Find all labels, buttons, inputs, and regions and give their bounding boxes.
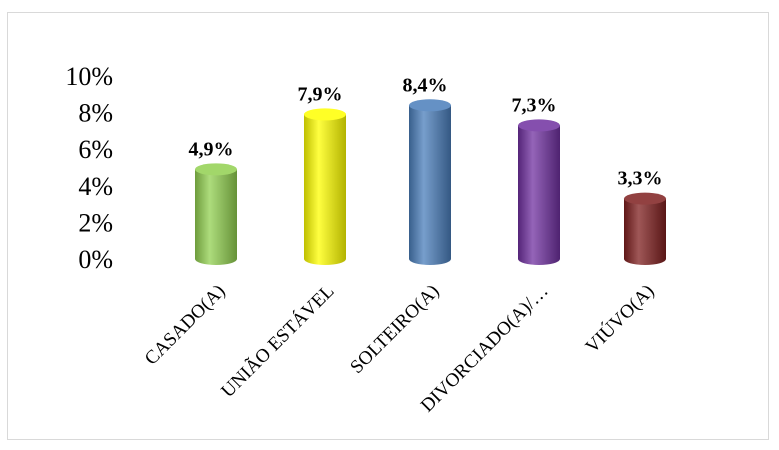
bar-1: 4,9%	[189, 138, 237, 265]
y-tick-label: 10%	[65, 62, 113, 91]
y-axis: 0% 2% 4% 6% 8% 10%	[65, 62, 113, 274]
bar-body	[195, 169, 237, 265]
x-tick-label: UNIÃO ESTÁVEL	[217, 280, 339, 402]
bar-5: 3,3%	[618, 168, 666, 265]
x-tick-label: SOLTEIRO(A)	[346, 281, 443, 378]
bar-body	[518, 125, 560, 265]
data-label: 7,9%	[298, 83, 343, 105]
bar-top	[195, 163, 237, 176]
x-tick-label: CASADO(A)	[141, 281, 230, 370]
y-tick-label: 0%	[78, 245, 113, 274]
bar-4: 7,3%	[512, 94, 560, 265]
bar-body	[304, 114, 346, 266]
y-tick-label: 2%	[78, 208, 113, 237]
data-label: 4,9%	[189, 138, 234, 160]
data-label: 8,4%	[403, 74, 448, 96]
bar-body	[409, 105, 451, 265]
data-label: 3,3%	[618, 168, 663, 190]
bar-top	[518, 119, 560, 132]
bar-top	[624, 192, 666, 205]
bar-top	[409, 99, 451, 112]
y-tick-label: 6%	[78, 135, 113, 164]
bar-top	[304, 108, 346, 121]
bars-group: 4,9% 7,9% 8,4% 7,3% 3,3%	[189, 74, 666, 266]
y-tick-label: 8%	[78, 99, 113, 128]
bar-3: 8,4%	[403, 74, 451, 265]
data-label: 7,3%	[512, 94, 557, 116]
x-tick-label: VIÚVO(A)	[581, 280, 658, 357]
bar-body	[624, 198, 666, 265]
y-tick-label: 4%	[78, 172, 113, 201]
x-axis: CASADO(A)UNIÃO ESTÁVEL SOLTEIRO(A)DIVORCI…	[141, 280, 659, 416]
bar-2: 7,9%	[298, 83, 346, 266]
